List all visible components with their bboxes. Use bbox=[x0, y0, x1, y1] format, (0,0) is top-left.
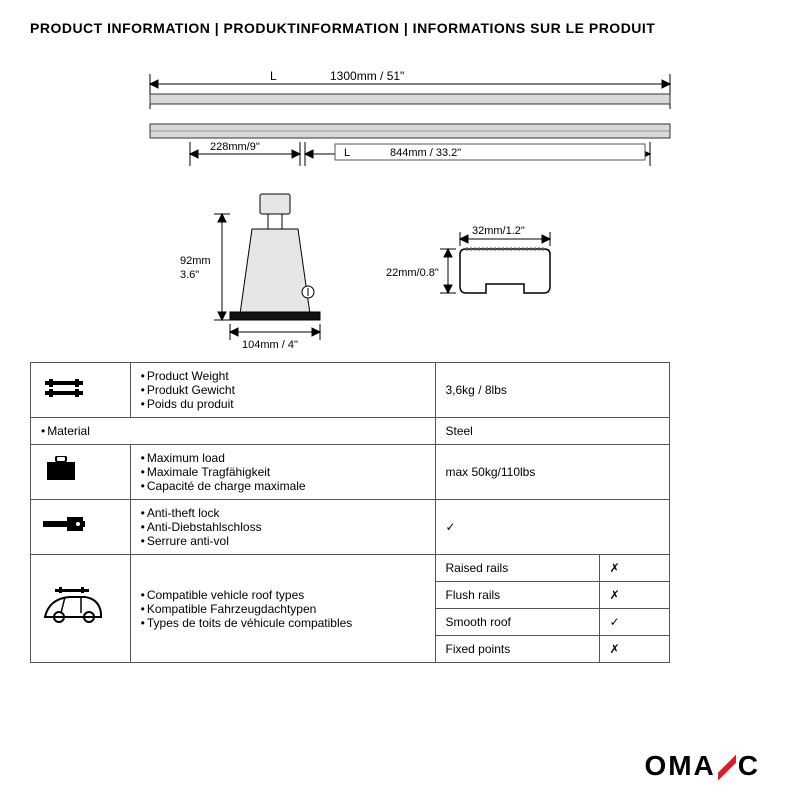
page-title: PRODUCT INFORMATION | PRODUKTINFORMATION… bbox=[30, 20, 770, 36]
dim-total-length: 1300mm / 51" bbox=[330, 69, 404, 83]
compat-fixed-value: ✗ bbox=[599, 636, 669, 663]
compat-raised-value: ✗ bbox=[599, 555, 669, 582]
weight-labels: Product Weight Produkt Gewicht Poids du … bbox=[130, 363, 435, 418]
compat-raised-label: Raised rails bbox=[435, 555, 599, 582]
compat-flush-value: ✗ bbox=[599, 582, 669, 609]
dim-offset: 228mm/9" bbox=[210, 141, 260, 153]
weight-value: 3,6kg / 8lbs bbox=[435, 363, 670, 418]
lock-value: ✓ bbox=[435, 500, 670, 555]
dim-inner-L: L bbox=[344, 147, 350, 159]
compat-fixed-label: Fixed points bbox=[435, 636, 599, 663]
car-icon bbox=[31, 555, 131, 663]
material-label: Material bbox=[31, 418, 436, 445]
lock-labels: Anti-theft lock Anti-Diebstahlschloss Se… bbox=[130, 500, 435, 555]
lock-icon bbox=[31, 500, 131, 555]
dim-foot-height-mm: 92mm bbox=[180, 255, 211, 267]
dim-inner-length: 844mm / 33.2" bbox=[390, 147, 461, 159]
dimension-diagram: L 1300mm / 51" 228mm/9" L 844mm / 33.2" bbox=[30, 54, 770, 354]
spec-table: Product Weight Produkt Gewicht Poids du … bbox=[30, 362, 670, 663]
compat-flush-label: Flush rails bbox=[435, 582, 599, 609]
maxload-value: max 50kg/110lbs bbox=[435, 445, 670, 500]
brand-logo: OMAC bbox=[644, 750, 760, 782]
logo-slash-icon bbox=[718, 752, 736, 780]
dim-L-letter: L bbox=[270, 69, 277, 83]
compat-smooth-label: Smooth roof bbox=[435, 609, 599, 636]
dim-foot-base: 104mm / 4" bbox=[242, 339, 298, 351]
dim-foot-height-in: 3.6" bbox=[180, 269, 199, 281]
maxload-labels: Maximum load Maximale Tragfähigkeit Capa… bbox=[130, 445, 435, 500]
compat-smooth-value: ✓ bbox=[599, 609, 669, 636]
compat-labels: Compatible vehicle roof types Kompatible… bbox=[130, 555, 435, 663]
dim-profile-height: 22mm/0.8" bbox=[386, 267, 439, 279]
material-value: Steel bbox=[435, 418, 670, 445]
dim-profile-width: 32mm/1.2" bbox=[472, 225, 525, 237]
weight-icon bbox=[31, 363, 131, 418]
maxload-icon bbox=[31, 445, 131, 500]
